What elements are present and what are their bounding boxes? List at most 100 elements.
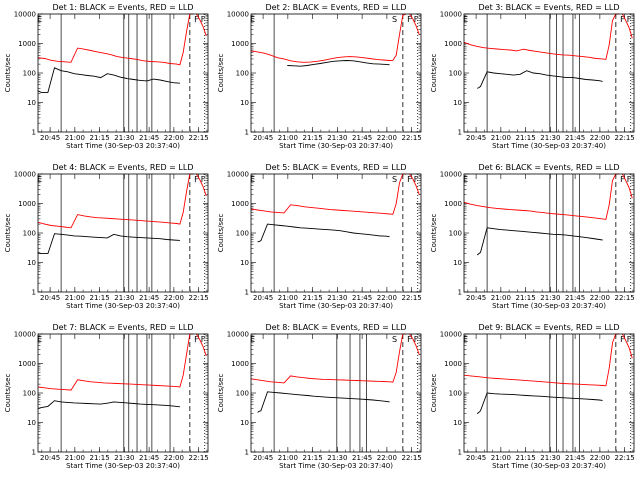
plot-frame xyxy=(250,13,422,133)
x-tick-label: 21:00 xyxy=(278,294,298,302)
detector-chart-4: Det 4: BLACK = Events, RED = LLD 1 10 100 10… xyxy=(4,163,209,310)
y-axis-label: Counts/sec xyxy=(430,214,438,253)
y-tick-label: 1 xyxy=(458,289,462,297)
y-tick-label: 10000 xyxy=(440,331,462,339)
x-tick-label: 21:00 xyxy=(65,134,85,142)
x-tick-label: 20:45 xyxy=(40,454,60,462)
x-axis-label: Start Time (30-Sep-03 20:37:40) xyxy=(279,462,393,470)
lld-tail-line xyxy=(196,13,207,37)
marker-letter: F xyxy=(627,15,632,24)
y-axis-label: Counts/sec xyxy=(430,374,438,413)
x-tick-label: 22:15 xyxy=(615,134,635,142)
y-tick-label: 10000 xyxy=(227,171,249,179)
x-tick-label: 21:45 xyxy=(139,294,159,302)
detector-chart-9: Det 9: BLACK = Events, RED = LLD 1 10 100 10… xyxy=(430,323,635,470)
marker-letter: E xyxy=(250,15,255,24)
y-tick-label: 1000 xyxy=(444,360,462,368)
y-tick-label: 100 xyxy=(23,70,36,78)
x-tick-label: 22:00 xyxy=(164,294,184,302)
y-tick-label: 10 xyxy=(27,419,36,427)
y-tick-label: 10 xyxy=(240,99,249,107)
x-tick-label: 21:45 xyxy=(565,134,585,142)
y-tick-label: 1000 xyxy=(18,360,36,368)
marker-letter: E xyxy=(463,335,468,344)
x-tick-label: 21:30 xyxy=(327,134,347,142)
x-tick-label: 21:45 xyxy=(565,294,585,302)
y-tick-label: 100 xyxy=(449,70,462,78)
marker-letter: F xyxy=(201,175,206,184)
y-tick-label: 1 xyxy=(245,289,249,297)
x-tick-label: 22:00 xyxy=(164,134,184,142)
panel-title: Det 9: BLACK = Events, RED = LLD xyxy=(479,323,620,332)
x-tick-label: 21:45 xyxy=(352,134,372,142)
x-tick-label: 22:15 xyxy=(189,294,209,302)
x-tick-label: 21:30 xyxy=(540,134,560,142)
events-series-line xyxy=(476,392,603,414)
marker-letter: E xyxy=(463,15,468,24)
x-tick-label: 20:45 xyxy=(253,454,273,462)
x-tick-label: 21:45 xyxy=(139,454,159,462)
y-axis-label: Counts/sec xyxy=(217,54,225,93)
x-tick-label: 22:15 xyxy=(615,294,635,302)
lld-tail-line xyxy=(196,333,207,357)
marker-letter: F xyxy=(201,15,206,24)
x-axis-label: Start Time (30-Sep-03 20:37:40) xyxy=(279,302,393,310)
events-series-line xyxy=(257,223,390,243)
x-tick-label: 21:15 xyxy=(516,294,536,302)
x-tick-label: 22:00 xyxy=(377,134,397,142)
x-tick-label: 21:15 xyxy=(516,454,536,462)
marker-letter: F xyxy=(194,175,199,184)
y-tick-label: 1000 xyxy=(18,40,36,48)
y-tick-label: 1 xyxy=(458,449,462,457)
y-tick-label: 10000 xyxy=(14,171,36,179)
marker-letter: F xyxy=(414,175,419,184)
x-tick-label: 21:30 xyxy=(540,454,560,462)
marker-letter: F xyxy=(414,335,419,344)
detector-panel-5: Det 5: BLACK = Events, RED = LLD 1 10 100 10… xyxy=(213,160,426,320)
marker-letter: F xyxy=(194,335,199,344)
lld-tail-line xyxy=(621,173,633,199)
x-axis-label: Start Time (30-Sep-03 20:37:40) xyxy=(492,462,606,470)
x-tick-label: 21:00 xyxy=(278,454,298,462)
detector-panel-9: Det 9: BLACK = Events, RED = LLD 1 10 100 10… xyxy=(426,320,639,480)
detector-panel-7: Det 7: BLACK = Events, RED = LLD 1 10 100 10… xyxy=(0,320,213,480)
y-tick-label: 10000 xyxy=(14,11,36,19)
x-tick-label: 20:45 xyxy=(253,294,273,302)
x-tick-label: 21:30 xyxy=(540,294,560,302)
x-tick-label: 20:45 xyxy=(253,134,273,142)
x-tick-label: 22:15 xyxy=(402,294,422,302)
y-tick-label: 100 xyxy=(23,230,36,238)
y-tick-label: 1 xyxy=(245,129,249,137)
x-axis-label: Start Time (30-Sep-03 20:37:40) xyxy=(492,142,606,150)
x-tick-label: 20:45 xyxy=(466,134,486,142)
detector-chart-3: Det 3: BLACK = Events, RED = LLD 1 10 100 10… xyxy=(430,3,635,150)
y-tick-label: 10000 xyxy=(440,171,462,179)
x-tick-label: 22:15 xyxy=(615,454,635,462)
marker-letter: E xyxy=(250,175,255,184)
x-axis-label: Start Time (30-Sep-03 20:37:40) xyxy=(66,142,180,150)
lld-series-line xyxy=(250,13,407,63)
y-tick-label: 1000 xyxy=(18,200,36,208)
x-tick-label: 21:15 xyxy=(516,134,536,142)
lld-series-line xyxy=(463,173,620,220)
panel-title: Det 6: BLACK = Events, RED = LLD xyxy=(479,163,620,172)
plot-frame xyxy=(250,173,422,293)
y-tick-label: 100 xyxy=(236,70,249,78)
x-tick-label: 21:00 xyxy=(491,134,511,142)
events-series-line xyxy=(37,400,180,409)
detector-chart-7: Det 7: BLACK = Events, RED = LLD 1 10 100 10… xyxy=(4,323,209,470)
y-tick-label: 1 xyxy=(458,129,462,137)
marker-letter: E xyxy=(250,335,255,344)
plot-frame xyxy=(37,333,209,453)
x-tick-label: 21:15 xyxy=(303,294,323,302)
y-tick-label: 10000 xyxy=(440,11,462,19)
plot-frame xyxy=(250,333,422,453)
detector-chart-6: Det 6: BLACK = Events, RED = LLD 1 10 100 10… xyxy=(430,163,635,310)
marker-letter: F xyxy=(407,15,412,24)
marker-letter: S xyxy=(392,335,397,344)
x-tick-label: 21:45 xyxy=(565,454,585,462)
marker-letter: F xyxy=(620,175,625,184)
lld-tail-line xyxy=(409,173,420,195)
y-tick-label: 10 xyxy=(240,419,249,427)
